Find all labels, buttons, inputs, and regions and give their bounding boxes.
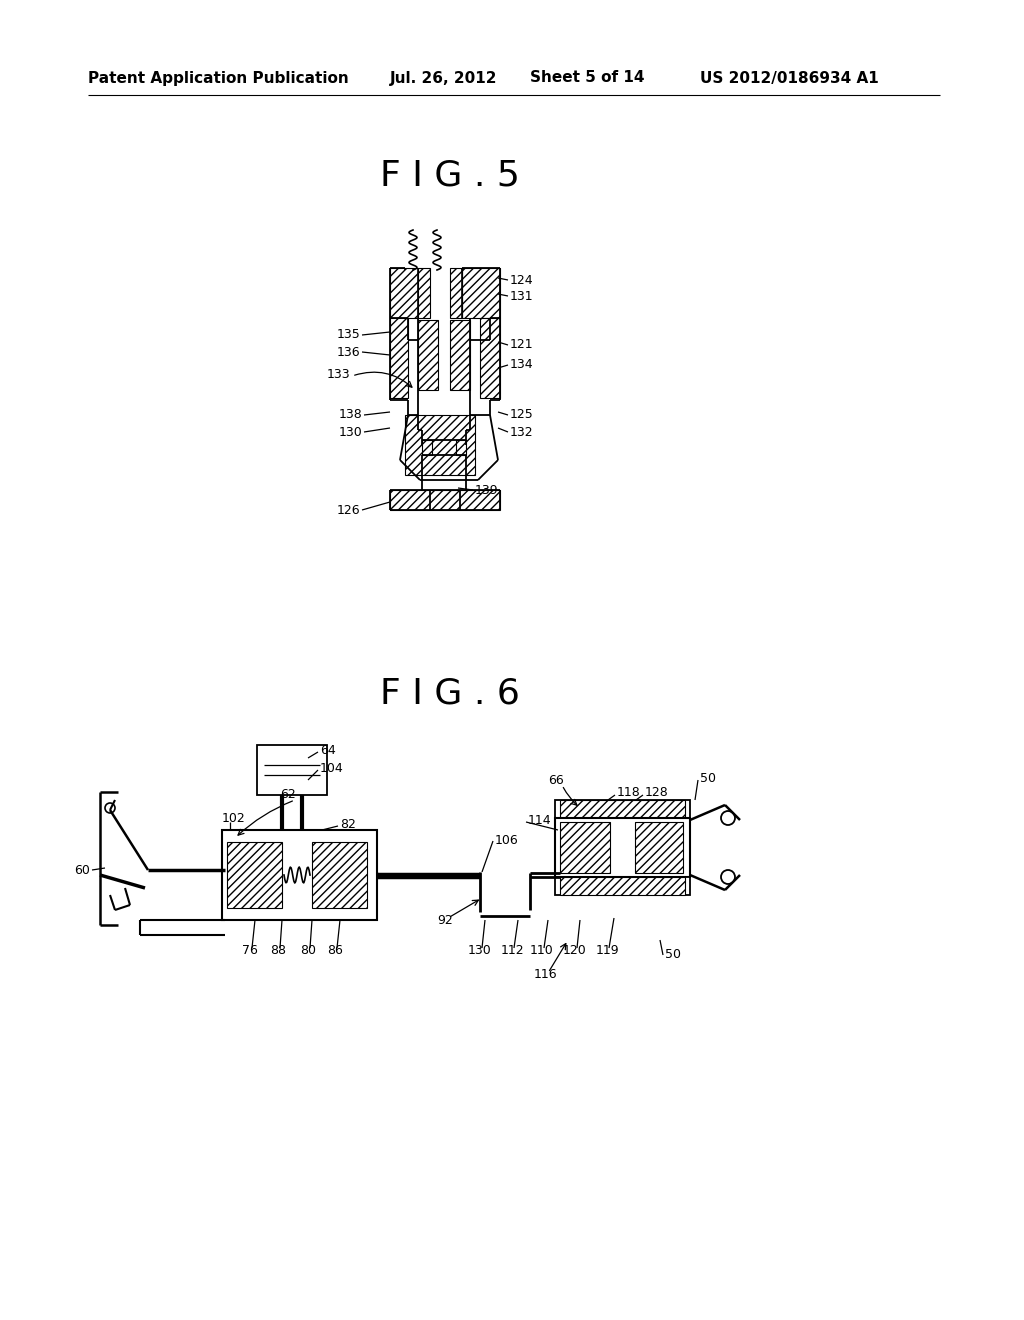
Text: 88: 88 <box>270 944 286 957</box>
Text: Jul. 26, 2012: Jul. 26, 2012 <box>390 70 498 86</box>
Bar <box>406 414 475 475</box>
Text: 138: 138 <box>338 408 362 421</box>
Text: 116: 116 <box>534 969 557 982</box>
Bar <box>462 268 500 318</box>
Text: US 2012/0186934 A1: US 2012/0186934 A1 <box>700 70 879 86</box>
Text: 112: 112 <box>500 944 524 957</box>
Text: 120: 120 <box>563 944 587 957</box>
Bar <box>560 822 610 873</box>
Text: 114: 114 <box>528 813 552 826</box>
Text: 119: 119 <box>595 944 618 957</box>
Bar <box>450 268 462 318</box>
Text: 133: 133 <box>327 368 350 381</box>
Bar <box>555 876 690 895</box>
Text: 132: 132 <box>510 425 534 438</box>
Text: 121: 121 <box>510 338 534 351</box>
Text: F I G . 6: F I G . 6 <box>380 676 520 710</box>
Text: 126: 126 <box>336 503 360 516</box>
Text: 104: 104 <box>319 762 344 775</box>
Bar <box>450 319 470 389</box>
Text: 60: 60 <box>74 863 90 876</box>
Bar <box>390 318 408 399</box>
Text: 50: 50 <box>665 949 681 961</box>
Text: 82: 82 <box>340 818 356 832</box>
Bar <box>390 268 418 318</box>
Text: 66: 66 <box>548 774 564 787</box>
Text: Patent Application Publication: Patent Application Publication <box>88 70 349 86</box>
Text: 125: 125 <box>510 408 534 421</box>
Bar <box>222 830 377 920</box>
Text: 76: 76 <box>242 944 258 957</box>
Text: 110: 110 <box>530 944 554 957</box>
Text: 50: 50 <box>700 771 716 784</box>
Bar <box>418 319 438 389</box>
Bar <box>390 490 500 510</box>
Text: 80: 80 <box>300 944 316 957</box>
Bar <box>560 800 685 818</box>
Text: 130: 130 <box>338 425 362 438</box>
Text: 92: 92 <box>437 913 453 927</box>
Bar <box>480 318 500 399</box>
Text: 124: 124 <box>510 273 534 286</box>
Text: 134: 134 <box>510 359 534 371</box>
Bar <box>227 842 282 908</box>
Bar <box>560 876 685 895</box>
Bar <box>422 440 432 455</box>
Bar <box>257 744 327 795</box>
Text: 64: 64 <box>319 743 336 756</box>
Bar <box>635 822 683 873</box>
Bar <box>456 440 466 455</box>
Text: F I G . 5: F I G . 5 <box>380 158 520 191</box>
Bar <box>555 818 690 876</box>
Text: 136: 136 <box>336 346 360 359</box>
Text: 128: 128 <box>645 787 669 800</box>
Text: 118: 118 <box>617 787 641 800</box>
Text: 62: 62 <box>280 788 296 801</box>
Bar <box>418 268 430 318</box>
Bar <box>312 842 367 908</box>
Text: 102: 102 <box>222 812 246 825</box>
Text: 135: 135 <box>336 329 360 342</box>
Bar <box>555 800 690 818</box>
Text: 139: 139 <box>475 483 499 496</box>
Text: Sheet 5 of 14: Sheet 5 of 14 <box>530 70 644 86</box>
Text: 106: 106 <box>495 833 519 846</box>
Text: 130: 130 <box>468 944 492 957</box>
Text: 86: 86 <box>327 944 343 957</box>
Text: 131: 131 <box>510 289 534 302</box>
